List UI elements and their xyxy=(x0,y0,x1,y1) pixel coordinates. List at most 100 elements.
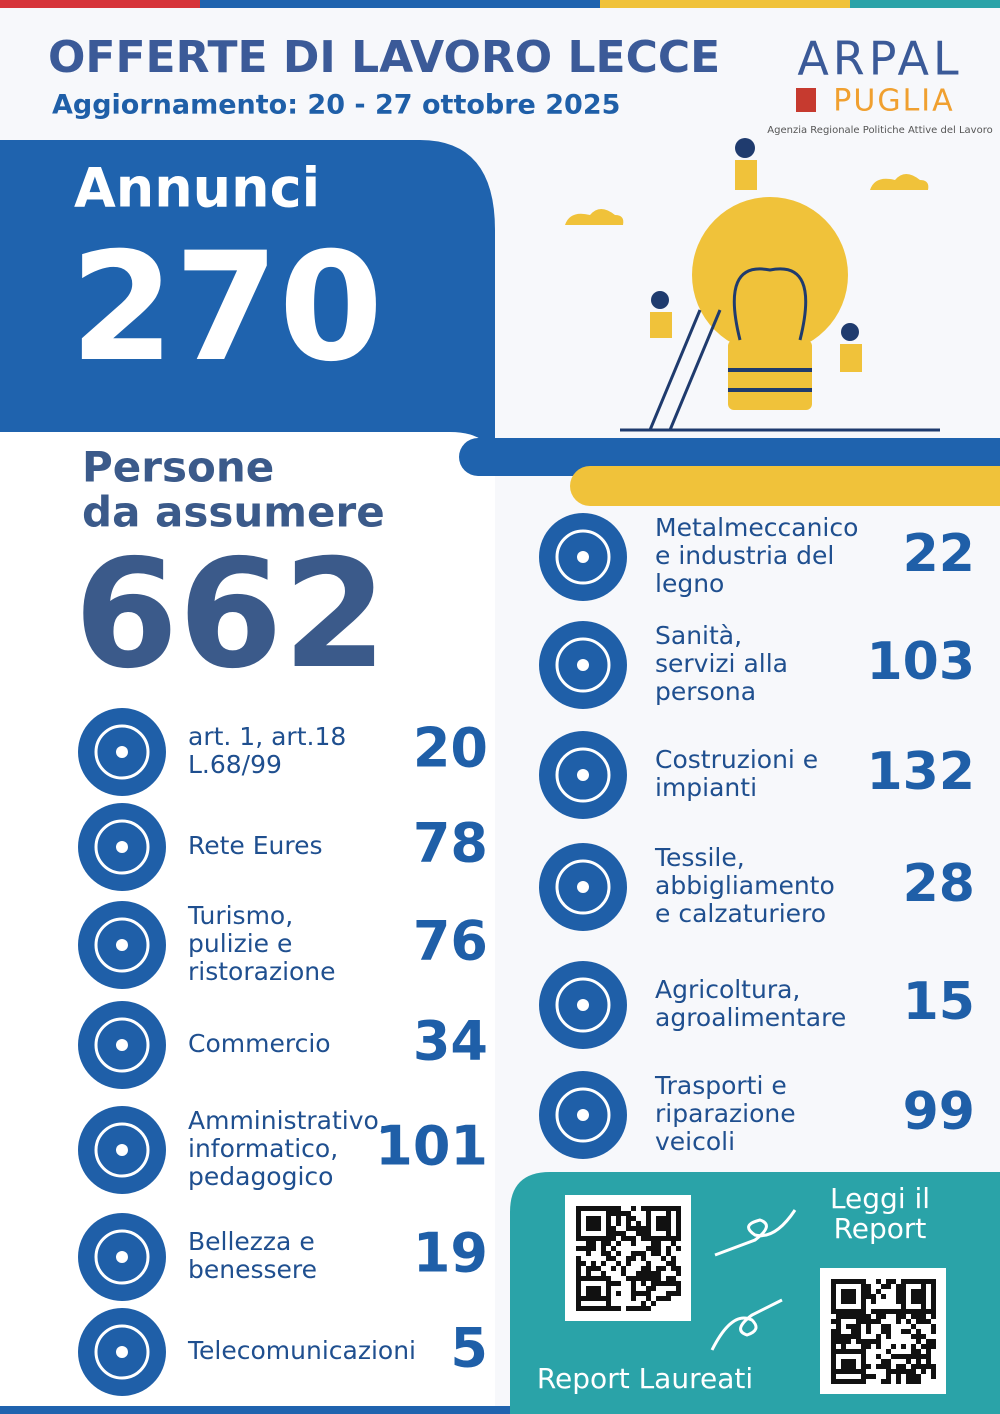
qr-module xyxy=(836,1319,841,1324)
qr-module xyxy=(931,1329,936,1334)
qr-module xyxy=(611,1206,616,1211)
qr-module xyxy=(856,1309,861,1314)
qr-module xyxy=(596,1306,601,1311)
qr-module xyxy=(831,1369,836,1374)
qr-module xyxy=(646,1246,651,1251)
qr-module xyxy=(576,1276,581,1281)
qr-module xyxy=(576,1286,581,1291)
qr-module xyxy=(831,1319,836,1324)
qr-module xyxy=(881,1284,886,1289)
qr-module xyxy=(906,1309,911,1314)
qr-module xyxy=(641,1266,646,1271)
qr-module xyxy=(641,1281,646,1286)
qr-module xyxy=(866,1319,871,1324)
report-read: Report xyxy=(834,1212,927,1245)
qr-module xyxy=(911,1279,916,1284)
qr-module xyxy=(891,1344,896,1349)
qr-module xyxy=(586,1236,591,1241)
qr-module xyxy=(656,1251,661,1256)
qr-module xyxy=(646,1306,651,1311)
qr-module xyxy=(646,1216,651,1221)
sector-icon-dot xyxy=(577,769,589,781)
qr-module xyxy=(606,1206,611,1211)
qr-module xyxy=(851,1334,856,1339)
qr-module xyxy=(636,1226,641,1231)
qr-module xyxy=(576,1206,581,1211)
qr-module xyxy=(591,1306,596,1311)
ads-label: Annunci xyxy=(74,157,320,220)
qr-module xyxy=(831,1344,836,1349)
qr-module xyxy=(886,1284,891,1289)
qr-module xyxy=(581,1236,586,1241)
qr-module xyxy=(651,1206,656,1211)
qr-module xyxy=(651,1276,656,1281)
qr-module xyxy=(901,1289,906,1294)
qr-module xyxy=(591,1226,596,1231)
qr-module xyxy=(616,1281,621,1286)
qr-module xyxy=(641,1251,646,1256)
qr-module xyxy=(581,1306,586,1311)
qr-module xyxy=(921,1354,926,1359)
qr-module xyxy=(666,1296,671,1301)
qr-module xyxy=(636,1221,641,1226)
qr-module xyxy=(606,1241,611,1246)
qr-module xyxy=(576,1261,581,1266)
qr-module xyxy=(666,1251,671,1256)
qr-module xyxy=(601,1261,606,1266)
qr-module xyxy=(616,1291,621,1296)
sector-label: abbigliamento xyxy=(655,871,835,900)
qr-module xyxy=(836,1334,841,1339)
qr-module xyxy=(851,1299,856,1304)
qr-module xyxy=(676,1266,681,1271)
sector-label: ristorazione xyxy=(188,957,336,986)
qr-module xyxy=(831,1304,836,1309)
qr-module xyxy=(586,1296,591,1301)
qr-module xyxy=(856,1319,861,1324)
sector-label: Trasporti e xyxy=(654,1071,787,1100)
qr-module xyxy=(851,1379,856,1384)
qr-module xyxy=(836,1379,841,1384)
qr-module xyxy=(601,1276,606,1281)
qr-module xyxy=(656,1226,661,1231)
qr-module xyxy=(891,1309,896,1314)
qr-module xyxy=(861,1379,866,1384)
qr-module xyxy=(606,1221,611,1226)
stripe xyxy=(200,0,600,8)
qr-module xyxy=(626,1216,631,1221)
qr-module xyxy=(876,1319,881,1324)
qr-module xyxy=(911,1294,916,1299)
qr-module xyxy=(596,1276,601,1281)
arrow xyxy=(714,1209,797,1257)
qr-module xyxy=(586,1206,591,1211)
report-graduates: Report Laureati xyxy=(537,1362,753,1395)
qr-module xyxy=(596,1291,601,1296)
qr-module xyxy=(901,1284,906,1289)
qr-module xyxy=(846,1359,851,1364)
qr-module xyxy=(876,1334,881,1339)
qr-module xyxy=(581,1296,586,1301)
qr-module xyxy=(896,1354,901,1359)
qr-module xyxy=(831,1294,836,1299)
sector-icon-dot xyxy=(116,1251,128,1263)
qr-module xyxy=(656,1266,661,1271)
qr-module xyxy=(576,1306,581,1311)
qr-module xyxy=(931,1299,936,1304)
qr-module xyxy=(831,1334,836,1339)
stripe xyxy=(850,0,1000,8)
qr-module xyxy=(671,1281,676,1286)
qr-module xyxy=(621,1231,626,1236)
qr-module xyxy=(651,1271,656,1276)
qr-module xyxy=(916,1334,921,1339)
stripe xyxy=(0,0,200,8)
qr-module xyxy=(666,1261,671,1266)
sector-label: pulizie e xyxy=(188,929,292,958)
qr-module xyxy=(911,1369,916,1374)
qr-module xyxy=(866,1344,871,1349)
qr-module xyxy=(626,1261,631,1266)
qr-module xyxy=(671,1256,676,1261)
qr-module xyxy=(626,1221,631,1226)
sector-label: servizi alla xyxy=(655,649,788,678)
qr-module xyxy=(846,1349,851,1354)
qr-module xyxy=(631,1236,636,1241)
qr-module xyxy=(931,1364,936,1369)
